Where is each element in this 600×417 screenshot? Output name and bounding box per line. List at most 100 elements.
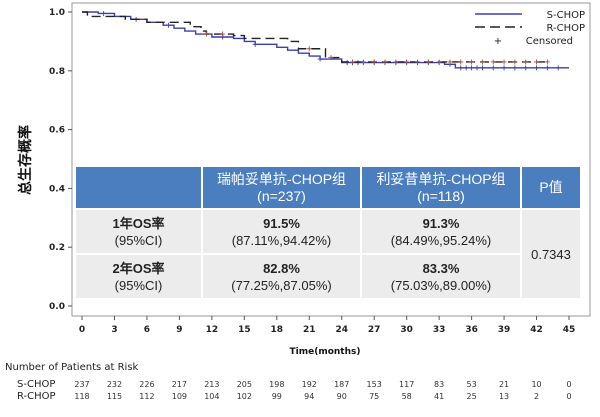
y-axis-label: 总生存概率 [17, 125, 34, 195]
risk-count: 117 [399, 380, 414, 389]
x-tick-label: 18 [271, 325, 284, 335]
r-chop-censor-mark [501, 59, 507, 65]
cell-r-1yr: 91.3% (84.49%,95.24%) [362, 208, 522, 253]
x-tick-label: 9 [176, 325, 182, 335]
risk-count: 94 [304, 392, 314, 401]
r-chop-censor-mark [203, 31, 209, 37]
s-chop-censor-mark [544, 65, 550, 71]
y-tick-label: 0.0 [49, 302, 65, 312]
risk-table-title: Number of Patients at Risk [5, 362, 139, 373]
risk-count: 153 [367, 380, 382, 389]
r-chop-censor-mark [425, 59, 431, 65]
risk-count: 99 [272, 392, 282, 401]
r-chop-censor-mark [512, 59, 518, 65]
s-chop-censor-mark [479, 65, 485, 71]
os-table-header-s-chop: 瑞帕妥单抗-CHOP组 (n=237) [203, 167, 362, 208]
x-tick-label: 33 [433, 325, 446, 335]
r-chop-censor-mark [393, 59, 399, 65]
x-tick-label: 30 [400, 325, 413, 335]
risk-row-label: R-CHOP [17, 391, 56, 402]
s-chop-censor-mark [490, 65, 496, 71]
cell-s-2yr: 82.8% (77.25%,87.05%) [203, 253, 362, 298]
y-tick-label: 0.6 [49, 126, 65, 136]
legend-censored: Censored [526, 36, 573, 47]
label-2yr: 2年OS率 [112, 260, 165, 276]
risk-count: 205 [237, 380, 252, 389]
ci-label-1yr: (95%CI) [114, 232, 163, 248]
y-tick-label: 0.8 [49, 67, 65, 77]
x-tick-label: 0 [79, 325, 85, 335]
risk-count: 90 [337, 392, 347, 401]
risk-row-label: S-CHOP [17, 379, 55, 390]
x-tick-label: 12 [206, 325, 219, 335]
plot-frame [71, 2, 591, 317]
header-r-chop-name: 利妥昔单抗-CHOP组 [376, 170, 506, 187]
r-chop-censor-mark [436, 59, 442, 65]
r-chop-censor-mark [534, 59, 540, 65]
s-1yr-ci: (87.11%,94.42%) [231, 232, 332, 248]
x-tick-label: 6 [144, 325, 150, 335]
r-chop-censor-mark [220, 31, 226, 37]
legend-r-chop: R-CHOP [546, 23, 585, 34]
x-tick-label: 42 [530, 325, 543, 335]
x-tick-label: 39 [498, 325, 511, 335]
r-chop-censor-mark [523, 59, 529, 65]
s-chop-censor-mark [463, 65, 469, 71]
os-table-header-p: P值 [522, 167, 580, 208]
y-tick-label: 1.0 [49, 8, 65, 18]
cell-r-2yr: 83.3% (75.03%,89.00%) [362, 253, 522, 298]
x-tick-label: 21 [303, 325, 316, 335]
risk-count: 10 [531, 380, 541, 389]
s-chop-censor-mark [555, 65, 561, 71]
s-2yr-value: 82.8% [263, 260, 300, 276]
header-s-chop-n: (n=237) [257, 187, 306, 204]
r-chop-censor-mark [490, 59, 496, 65]
ci-label-2yr: (95%CI) [114, 277, 163, 293]
r-chop-censor-mark [360, 59, 366, 65]
os-table-header-r-chop: 利妥昔单抗-CHOP组 (n=118) [362, 167, 522, 208]
s-chop-censor-mark [317, 56, 323, 62]
s-chop-censor-mark [474, 65, 480, 71]
r-chop-censor-mark [306, 46, 312, 52]
cell-s-1yr: 91.5% (87.11%,94.42%) [203, 208, 362, 253]
r-2yr-ci: (75.03%,89.00%) [390, 277, 492, 293]
s-chop-curve [82, 11, 569, 69]
s-chop-censor-mark [501, 65, 507, 71]
r-chop-censor-mark [404, 59, 410, 65]
risk-count: 13 [499, 392, 509, 401]
label-1yr: 1年OS率 [112, 215, 165, 231]
r-chop-censor-mark [469, 59, 475, 65]
risk-count: 192 [302, 380, 317, 389]
risk-count: 0 [566, 392, 571, 401]
risk-count: 109 [172, 392, 187, 401]
risk-count: 25 [467, 392, 477, 401]
x-tick-label: 3 [111, 325, 117, 335]
r-1yr-value: 91.3% [422, 215, 460, 231]
r-chop-censor-mark [414, 59, 420, 65]
os-table-corner [76, 167, 203, 208]
header-s-chop-name: 瑞帕妥单抗-CHOP组 [216, 170, 347, 187]
risk-count: 232 [107, 380, 122, 389]
x-tick-label: 27 [368, 325, 381, 335]
s-chop-censor-mark [101, 10, 107, 16]
y-tick-label: 0.2 [49, 243, 65, 253]
r-chop-censor-mark [328, 55, 334, 61]
legend: S-CHOP R-CHOP + Censored [475, 10, 585, 47]
risk-count: 53 [467, 380, 477, 389]
legend-censored-mark: + [494, 36, 502, 47]
risk-count: 41 [434, 392, 444, 401]
r-chop-censor-mark [350, 59, 356, 65]
x-axis-label: Time(months) [290, 347, 361, 357]
s-chop-censor-mark [512, 65, 518, 71]
risk-count: 187 [334, 380, 349, 389]
r-2yr-value: 83.3% [422, 260, 460, 276]
x-tick-label: 15 [238, 325, 251, 335]
row-label-1yr: 1年OS率 (95%CI) [76, 208, 203, 253]
risk-count: 2 [534, 392, 539, 401]
r-chop-curve [82, 11, 548, 63]
r-chop-censor-mark [458, 59, 464, 65]
r-chop-censor-mark [371, 59, 377, 65]
risk-count: 102 [237, 392, 252, 401]
s-chop-censor-mark [458, 65, 464, 71]
s-chop-censor-mark [523, 65, 529, 71]
